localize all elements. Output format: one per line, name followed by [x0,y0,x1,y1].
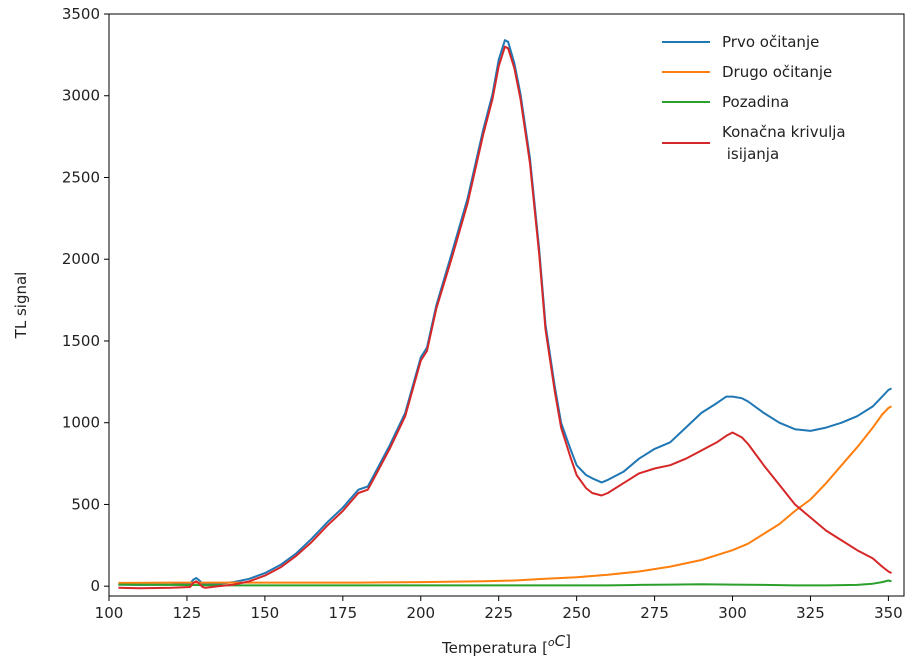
y-tick-label: 1000 [62,414,100,432]
series-line-1 [118,405,892,584]
series-line-0 [118,39,892,586]
legend-label-2: Pozadina [722,93,789,111]
y-tick-label: 2000 [62,250,100,268]
x-tick-label: 150 [251,604,280,622]
y-tick-label: 1500 [62,332,100,350]
x-tick-label: 175 [329,604,358,622]
x-tick-label: 250 [562,604,591,622]
x-axis-title: Temperatura [oC] [441,632,571,657]
legend-label-0: Prvo očitanje [722,33,819,51]
x-tick-label: 200 [406,604,435,622]
y-axis-title: TL signal [12,272,30,340]
x-tick-label: 225 [484,604,513,622]
legend-label-1: Drugo očitanje [722,63,832,81]
y-tick-label: 3000 [62,87,100,105]
x-axis: 100 125 150 175 200 225 250 275 300 325 350 [95,596,903,622]
x-tick-label: 125 [173,604,202,622]
x-tick-label: 275 [640,604,669,622]
y-tick-label: 500 [71,495,100,513]
y-tick-label: 0 [90,577,100,595]
legend-label-3: Konačna krivulja isijanja [722,123,846,163]
series-lines [118,39,892,590]
plot-frame [108,13,905,597]
series-line-2 [118,579,892,587]
x-tick-label: 100 [95,604,124,622]
x-tick-label: 300 [718,604,747,622]
y-tick-label: 3500 [62,5,100,23]
series-line-3 [118,45,892,590]
y-tick-label: 2500 [62,168,100,186]
y-axis: 0 500 1000 1500 2000 2500 3000 3500 [62,5,109,595]
legend: Prvo očitanje Drugo očitanje Pozadina Konač… [662,33,846,163]
x-tick-label: 350 [874,604,903,622]
x-tick-label: 325 [796,604,825,622]
